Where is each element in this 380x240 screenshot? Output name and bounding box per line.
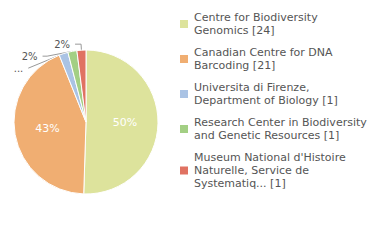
svg-text:Canadian Centre for DNA: Canadian Centre for DNA (194, 46, 336, 59)
svg-text:43%: 43% (35, 122, 59, 135)
svg-text:50%: 50% (113, 116, 137, 129)
svg-text:2%: 2% (22, 51, 38, 62)
svg-text:Barcoding [21]: Barcoding [21] (194, 59, 275, 72)
svg-text:Centre for Biodiversity: Centre for Biodiversity (194, 11, 321, 24)
svg-text:2%: 2% (54, 39, 70, 50)
svg-text:...: ... (14, 63, 24, 74)
svg-text:Research Center in Biodiversit: Research Center in Biodiversity (194, 116, 370, 129)
svg-text:Systematiq... [1]: Systematiq... [1] (194, 177, 286, 190)
svg-text:Department of Biology [1]: Department of Biology [1] (194, 94, 338, 107)
svg-text:Genomics [24]: Genomics [24] (194, 24, 275, 37)
svg-text:Museum National d'Histoire: Museum National d'Histoire (194, 151, 349, 164)
svg-text:Naturelle, Service de: Naturelle, Service de (194, 164, 313, 177)
svg-text:and Genetic Resources [1]: and Genetic Resources [1] (194, 129, 339, 142)
svg-text:Universita di Firenze,: Universita di Firenze, (194, 81, 313, 94)
